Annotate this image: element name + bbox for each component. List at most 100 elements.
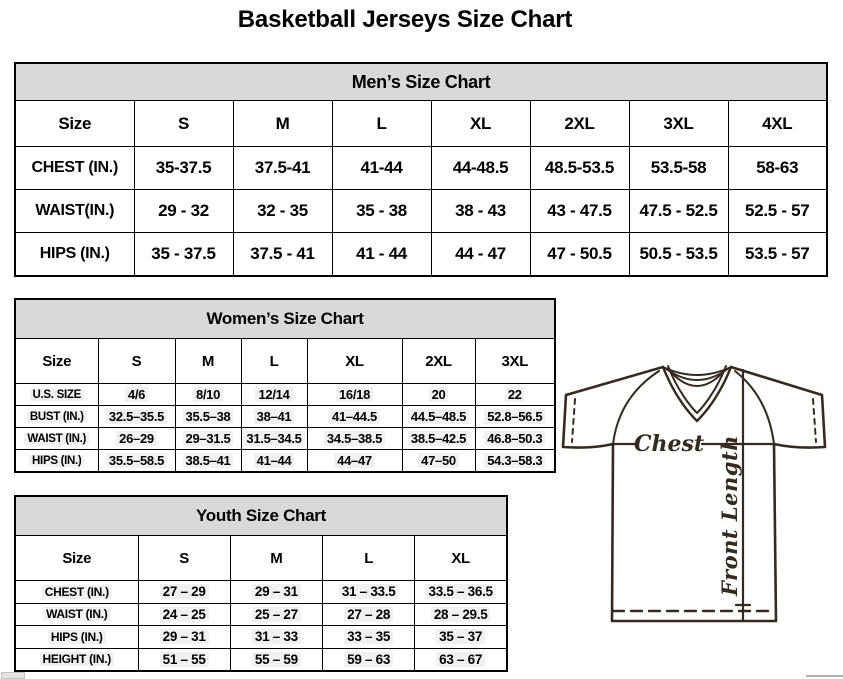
size-value-cell-text: 41–44.5 [329,409,380,424]
size-value-cell-text: 43 - 47.5 [547,201,612,220]
size-value-cell: 44 - 47 [430,232,531,277]
mens-size-chart-section: Men’s Size Chart Size S M L XL 2XL 3XL 4XL CHEST … [14,62,828,277]
left-armhole-seam [612,370,660,445]
v-neck-inner [667,365,727,414]
size-value-cell: 32.5–35.5 [97,405,176,428]
size-value-cell-text: 29 – 31 [159,629,209,645]
table-row: HIPS (IN.) 29 – 31 31 – 33 33 – 35 35 – 37 [14,625,508,649]
table-caption-row: Women’s Size Chart [14,298,556,339]
size-value-cell: 29 – 31 [137,625,231,649]
column-header: 3XL [628,100,729,147]
size-value-cell: 47.5 - 52.5 [628,189,729,233]
size-value-cell-text: 44.5–48.5 [407,409,470,424]
size-value-cell-text: 31.5–34.5 [243,431,305,446]
size-value-cell: 24 – 25 [137,602,231,626]
youth-size-chart-section: Youth Size Chart Size S M L XL CHEST (IN.) 27 –… [14,495,508,672]
row-label-text: WAIST(IN.) [35,202,115,219]
size-value-cell: 44-48.5 [430,146,531,190]
size-value-cell-text: 32.5–35.5 [105,409,168,424]
row-label: BUST (IN.) [14,405,99,428]
row-label-text: HEIGHT (IN.) [39,652,114,667]
right-cuff-stitch [812,398,817,443]
size-value-cell-text: 34.5–38.5 [323,431,386,446]
size-value-cell-text: 35 – 37 [436,629,486,645]
column-header: 4XL [727,100,828,147]
table-row: WAIST(IN.) 29 - 32 32 - 35 35 - 38 38 - 43 43… [14,189,828,233]
size-value-cell: 16/18 [306,383,403,406]
size-value-cell: 35 - 37.5 [133,232,234,277]
size-value-cell: 31 – 33.5 [321,580,416,604]
size-value-cell: 35 - 38 [331,189,432,233]
row-label-text: HIPS (IN.) [29,454,85,467]
size-value-cell-text: 31 – 33.5 [338,584,399,600]
column-header-text: L [376,113,387,133]
table-caption: Youth Size Chart [14,495,508,536]
size-value-cell-text: 58-63 [756,158,799,177]
size-value-cell-text: 53.5 - 57 [745,244,810,263]
column-header-text: Size [62,549,92,567]
size-value-cell-text: 35 - 38 [356,201,407,220]
column-header-text: XL [345,352,364,370]
column-header: Size [14,535,139,581]
column-header-text: M [270,549,283,567]
table-caption: Women’s Size Chart [14,298,556,339]
column-header-text: M [275,113,290,133]
column-header: Size [14,338,99,384]
size-value-cell-text: 25 – 27 [251,606,301,622]
column-header: Size [14,100,135,147]
jersey-outline [561,365,827,623]
row-label: HIPS (IN.) [14,625,139,649]
size-value-cell-text: 41–44 [253,453,295,468]
column-header: L [331,100,432,147]
column-header-row: Size S M L XL 2XL 3XL 4XL [14,100,828,147]
size-value-cell-text: 47 - 50.5 [547,244,612,263]
row-label: WAIST (IN.) [14,602,139,626]
size-value-cell: 41–44.5 [306,405,403,428]
size-value-cell-text: 47–50 [418,453,459,468]
womens-size-chart-section: Women’s Size Chart Size S M L XL 2XL 3XL U.S. SI… [14,298,557,473]
size-value-cell: 37.5-41 [232,146,333,190]
size-value-cell: 25 – 27 [229,602,324,626]
row-label: CHEST (IN.) [14,580,139,604]
column-header: L [240,338,308,384]
size-value-cell: 44.5–48.5 [401,405,476,428]
size-value-cell-text: 29 – 31 [251,584,301,600]
row-label-text: HIPS (IN.) [39,245,110,262]
front-length-line [734,368,752,623]
size-value-cell: 31.5–34.5 [240,427,308,450]
column-header-text: S [131,352,142,370]
page-title: Basketball Jerseys Size Chart [237,6,573,33]
size-value-cell: 38.5–42.5 [401,427,476,450]
size-value-cell-text: 52.8–56.5 [484,409,546,424]
column-header-text: Size [58,113,92,133]
row-label-text: CHEST (IN.) [31,159,119,176]
size-value-cell-text: 8/10 [192,387,224,402]
size-value-cell: 41–44 [240,449,308,473]
size-value-cell: 38–41 [240,405,308,428]
size-value-cell: 29 – 31 [229,580,324,604]
jersey-measurement-diagram: Chest Front Length [561,365,827,623]
size-value-cell: 33.5 – 36.5 [414,580,508,604]
youth-size-table: Youth Size Chart Size S M L XL CHEST (IN.) 27 –… [14,495,508,672]
row-label: HIPS (IN.) [14,232,135,277]
size-value-cell: 37.5 - 41 [232,232,333,277]
size-value-cell-text: 44-48.5 [452,158,509,177]
size-value-cell-text: 26–29 [116,431,157,446]
size-value-cell-text: 29 - 32 [158,201,209,220]
size-value-cell-text: 50.5 - 53.5 [639,244,718,263]
table-row: WAIST (IN.) 26–29 29–31.5 31.5–34.5 34.5–38.… [14,427,556,450]
size-value-cell-text: 46.8–50.3 [484,431,546,446]
size-value-cell-text: 37.5-41 [254,158,311,177]
size-value-cell-text: 52.5 - 57 [745,201,810,220]
size-value-cell: 34.5–38.5 [306,427,403,450]
table-row: HIPS (IN.) 35 - 37.5 37.5 - 41 41 - 44 44 - … [14,232,828,277]
size-value-cell: 20 [401,383,476,406]
size-value-cell-text: 48.5-53.5 [544,158,615,177]
size-value-cell: 27 – 29 [137,580,231,604]
size-value-cell-text: 38.5–41 [182,453,234,468]
column-header: XL [414,535,508,581]
size-value-cell-text: 44 - 47 [455,244,506,263]
size-value-cell-text: 33.5 – 36.5 [425,584,496,600]
size-value-cell: 51 – 55 [137,647,231,672]
size-value-cell-text: 51 – 55 [159,651,209,667]
